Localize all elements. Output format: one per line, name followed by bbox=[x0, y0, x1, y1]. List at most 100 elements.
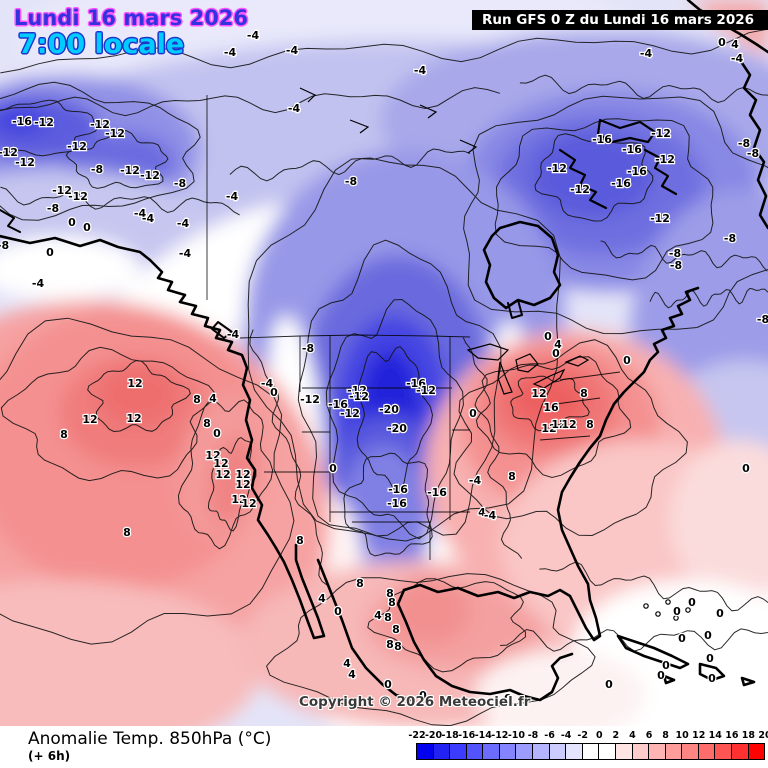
anomaly-label: 12 bbox=[541, 422, 556, 435]
anomaly-label: -4 bbox=[134, 207, 147, 220]
anomaly-label: 0 bbox=[708, 672, 716, 685]
map-local-time: 7:00 locale bbox=[18, 29, 185, 60]
anomaly-label: -8 bbox=[757, 313, 768, 326]
color-scale-tick: -20 bbox=[424, 730, 443, 741]
anomaly-label: 8 bbox=[123, 526, 131, 539]
anomaly-label: -8 bbox=[47, 202, 59, 215]
anomaly-label: -16 bbox=[12, 115, 32, 128]
anomaly-label: 4 bbox=[478, 506, 486, 519]
anomaly-label: 8 bbox=[386, 638, 394, 651]
anomaly-label: -4 bbox=[227, 328, 240, 341]
anomaly-label: -16 bbox=[328, 398, 348, 411]
anomaly-label: -8 bbox=[345, 175, 357, 188]
anomaly-label: 8 bbox=[356, 577, 364, 590]
contour-ring bbox=[0, 346, 216, 482]
anomaly-label: 12 bbox=[551, 418, 566, 431]
anomaly-label: 4 bbox=[343, 657, 351, 670]
anomaly-label: 0 bbox=[678, 632, 686, 645]
anomaly-label: -12 bbox=[67, 140, 87, 153]
anomaly-label: 0 bbox=[605, 678, 613, 691]
anomaly-label: -8 bbox=[738, 137, 750, 150]
anomaly-label: 4 bbox=[209, 392, 217, 405]
anomaly-label: 8 bbox=[388, 596, 396, 609]
anomaly-label: 4 bbox=[554, 338, 562, 351]
anomaly-label: 0 bbox=[68, 216, 76, 229]
anomaly-label: 0 bbox=[623, 354, 631, 367]
color-scale-tick: 16 bbox=[725, 730, 739, 741]
anomaly-label: 0 bbox=[657, 669, 665, 682]
contour-ring bbox=[453, 339, 688, 537]
anomaly-label: 0 bbox=[706, 652, 714, 665]
color-scale-tick: -14 bbox=[474, 730, 492, 741]
anomaly-label: -12 bbox=[0, 146, 18, 159]
color-scale-cell bbox=[482, 743, 500, 760]
color-scale-tick: 4 bbox=[629, 730, 636, 741]
contour-ring bbox=[247, 157, 561, 542]
color-scale-cell bbox=[598, 743, 616, 760]
color-scale-cell bbox=[747, 743, 766, 760]
anomaly-label: 8 bbox=[60, 428, 68, 441]
coastlines bbox=[0, 0, 768, 702]
anomaly-label: 0 bbox=[704, 629, 712, 642]
copyright-text: Copyright © 2026 Meteociel.fr bbox=[299, 694, 531, 710]
contour-ring bbox=[463, 95, 768, 335]
anomaly-label: -4 bbox=[469, 474, 482, 487]
anomaly-label: 12 bbox=[205, 449, 220, 462]
anomaly-label: -16 bbox=[627, 165, 647, 178]
anomaly-label: 12 bbox=[231, 493, 246, 506]
anomaly-label: 8 bbox=[193, 393, 201, 406]
anomaly-label: -4 bbox=[286, 44, 299, 57]
anomaly-label: 4 bbox=[374, 609, 382, 622]
anomaly-label: 0 bbox=[552, 347, 560, 360]
anomaly-label: -12 bbox=[349, 390, 369, 403]
forecast-hour: (+ 6h) bbox=[28, 749, 71, 763]
contour-line bbox=[0, 186, 240, 216]
color-scale-tick: -4 bbox=[560, 730, 572, 741]
anomaly-label: -12 bbox=[416, 384, 436, 397]
anomaly-label: -12 bbox=[347, 384, 367, 397]
anomaly-label: 12 bbox=[215, 468, 230, 481]
anomaly-label: -4 bbox=[32, 277, 45, 290]
anomaly-label: -12 bbox=[340, 407, 360, 420]
anomaly-label: -12 bbox=[655, 153, 675, 166]
anomaly-label: 0 bbox=[688, 596, 696, 609]
color-scale-tick: 6 bbox=[645, 730, 653, 741]
color-scale-cell bbox=[730, 743, 749, 760]
color-scale-cell bbox=[465, 743, 484, 760]
anomaly-label: 12 bbox=[127, 377, 142, 390]
model-run-info: Run GFS 0 Z du Lundi 16 mars 2026 bbox=[471, 10, 768, 30]
anomaly-label: -16 bbox=[592, 133, 612, 146]
anomaly-label: 8 bbox=[586, 418, 594, 431]
anomaly-label: 8 bbox=[580, 387, 588, 400]
anomaly-label: -4 bbox=[226, 190, 239, 203]
anomaly-label: -12 bbox=[570, 183, 590, 196]
color-scale-tick: 18 bbox=[741, 730, 756, 741]
contour-line bbox=[0, 87, 501, 117]
color-scale-cell bbox=[416, 743, 434, 760]
contour-ring bbox=[0, 317, 295, 645]
anomaly-label: -4 bbox=[247, 29, 260, 42]
color-scale-tick: -10 bbox=[507, 730, 526, 741]
contour-ring bbox=[87, 360, 191, 433]
anomaly-label: -4 bbox=[142, 212, 155, 225]
anomaly-label: 0 bbox=[504, 692, 512, 705]
anomaly-label: 8 bbox=[508, 470, 516, 483]
contour-line bbox=[249, 329, 330, 587]
anomaly-label: -4 bbox=[288, 102, 301, 115]
anomaly-label: 0 bbox=[544, 330, 552, 343]
color-scale-tick: -12 bbox=[491, 730, 509, 741]
anomaly-label: 0 bbox=[718, 36, 726, 49]
contour-ring bbox=[356, 346, 434, 492]
color-scale-tick: -6 bbox=[544, 730, 555, 741]
anomaly-label: 0 bbox=[46, 246, 54, 259]
anomaly-label: 12 bbox=[126, 412, 141, 425]
anomaly-label: -8 bbox=[747, 147, 759, 160]
map-parameter-title: Anomalie Temp. 850hPa (°C) bbox=[28, 729, 272, 749]
color-scale-bar bbox=[416, 743, 766, 760]
color-scale-tick: -2 bbox=[577, 730, 588, 741]
color-scale-tick: 14 bbox=[708, 730, 722, 741]
color-scale-tick: -22 bbox=[408, 730, 426, 741]
anomaly-label: 4 bbox=[731, 38, 739, 51]
